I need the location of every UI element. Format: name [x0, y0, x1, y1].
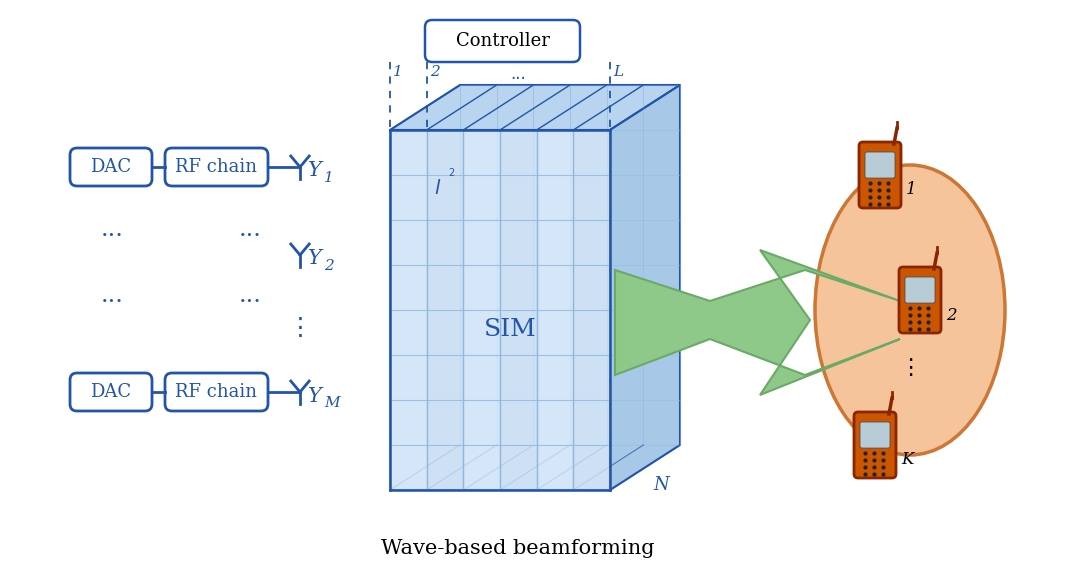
- Ellipse shape: [815, 165, 1005, 455]
- FancyBboxPatch shape: [70, 373, 153, 411]
- FancyBboxPatch shape: [860, 422, 890, 448]
- Text: $^2$: $^2$: [448, 168, 455, 182]
- Text: 1: 1: [324, 171, 334, 185]
- Text: Y: Y: [308, 161, 322, 180]
- Text: DAC: DAC: [90, 158, 131, 176]
- Text: RF chain: RF chain: [175, 383, 257, 401]
- Polygon shape: [390, 85, 680, 130]
- Polygon shape: [500, 130, 537, 490]
- Text: Y: Y: [308, 250, 322, 269]
- FancyBboxPatch shape: [861, 423, 889, 447]
- Polygon shape: [426, 130, 463, 490]
- Text: ...: ...: [238, 219, 261, 242]
- Text: L: L: [613, 65, 623, 79]
- Text: Controller: Controller: [455, 32, 550, 50]
- FancyBboxPatch shape: [165, 373, 268, 411]
- Text: SIM: SIM: [483, 319, 536, 342]
- FancyBboxPatch shape: [906, 278, 934, 302]
- FancyBboxPatch shape: [899, 267, 941, 333]
- FancyBboxPatch shape: [425, 20, 580, 62]
- Text: ···: ···: [510, 70, 526, 88]
- FancyBboxPatch shape: [865, 152, 895, 178]
- Polygon shape: [390, 130, 426, 490]
- Polygon shape: [615, 250, 900, 395]
- Text: $l$: $l$: [434, 179, 441, 197]
- Text: Y: Y: [308, 386, 322, 405]
- Text: 2: 2: [430, 65, 439, 79]
- Text: 1: 1: [393, 65, 403, 79]
- Polygon shape: [610, 85, 680, 490]
- FancyBboxPatch shape: [859, 142, 901, 208]
- FancyBboxPatch shape: [866, 153, 894, 177]
- Polygon shape: [390, 130, 610, 490]
- Text: 2: 2: [324, 259, 334, 273]
- Polygon shape: [537, 130, 574, 490]
- Text: Wave-based beamforming: Wave-based beamforming: [381, 538, 654, 557]
- Text: K: K: [901, 452, 913, 468]
- Text: ...: ...: [101, 284, 124, 307]
- Text: ...: ...: [238, 284, 261, 307]
- Polygon shape: [463, 130, 500, 490]
- Text: N: N: [653, 475, 669, 494]
- Text: M: M: [324, 396, 339, 410]
- Text: DAC: DAC: [90, 383, 131, 401]
- Polygon shape: [574, 130, 610, 490]
- FancyBboxPatch shape: [854, 412, 896, 478]
- Text: 1: 1: [906, 181, 916, 199]
- Text: ⋮: ⋮: [288, 316, 313, 340]
- FancyBboxPatch shape: [165, 148, 268, 186]
- FancyBboxPatch shape: [905, 277, 935, 303]
- Text: 2: 2: [946, 307, 957, 324]
- Text: RF chain: RF chain: [175, 158, 257, 176]
- Text: ⋮: ⋮: [899, 358, 921, 378]
- Text: ...: ...: [101, 219, 124, 242]
- FancyBboxPatch shape: [70, 148, 153, 186]
